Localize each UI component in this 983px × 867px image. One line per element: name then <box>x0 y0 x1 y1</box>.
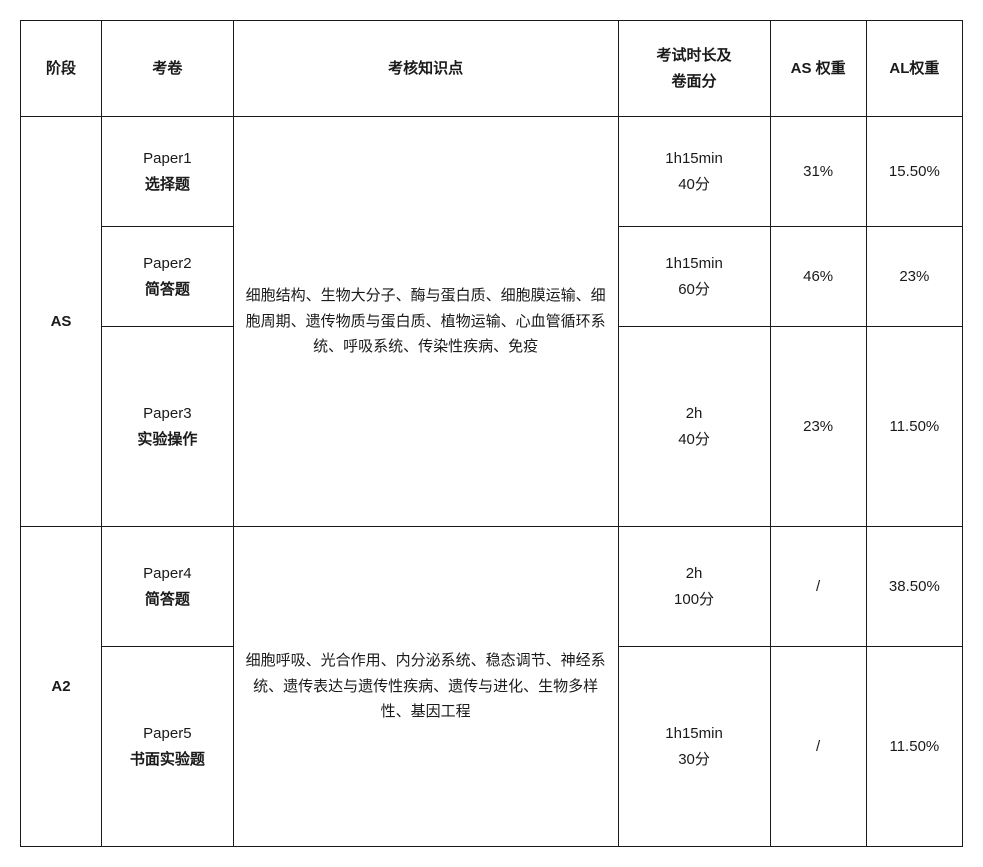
col-header-paper: 考卷 <box>102 21 234 117</box>
al-weight-cell: 15.50% <box>866 117 962 227</box>
duration-value: 1h15min <box>627 721 762 747</box>
topics-cell-a2: 细胞呼吸、光合作用、内分泌系统、稳态调节、神经系统、遗传表达与遗传性疾病、遗传与… <box>233 527 618 847</box>
as-weight-cell: 31% <box>770 117 866 227</box>
al-weight-cell: 38.50% <box>866 527 962 647</box>
time-cell: 1h15min 30分 <box>618 647 770 847</box>
col-header-as-weight: AS 权重 <box>770 21 866 117</box>
as-weight-cell: 46% <box>770 227 866 327</box>
paper-name: Paper4 <box>110 561 225 587</box>
col-header-stage: 阶段 <box>21 21 102 117</box>
paper-cell: Paper2 简答题 <box>102 227 234 327</box>
paper-type: 简答题 <box>110 277 225 303</box>
table-row: A2 Paper4 简答题 细胞呼吸、光合作用、内分泌系统、稳态调节、神经系统、… <box>21 527 963 647</box>
stage-cell-as: AS <box>21 117 102 527</box>
paper-cell: Paper1 选择题 <box>102 117 234 227</box>
exam-structure-table: 阶段 考卷 考核知识点 考试时长及 卷面分 AS 权重 AL权重 AS Pape… <box>20 20 963 847</box>
paper-type: 实验操作 <box>110 427 225 453</box>
paper-cell: Paper5 书面实验题 <box>102 647 234 847</box>
col-header-time-l2: 卷面分 <box>672 73 717 90</box>
time-cell: 1h15min 60分 <box>618 227 770 327</box>
col-header-topics: 考核知识点 <box>233 21 618 117</box>
paper-name: Paper3 <box>110 401 225 427</box>
duration-value: 1h15min <box>627 146 762 172</box>
paper-type: 简答题 <box>110 587 225 613</box>
table-row: AS Paper1 选择题 细胞结构、生物大分子、酶与蛋白质、细胞膜运输、细胞周… <box>21 117 963 227</box>
as-weight-cell: / <box>770 527 866 647</box>
table-header-row: 阶段 考卷 考核知识点 考试时长及 卷面分 AS 权重 AL权重 <box>21 21 963 117</box>
marks-value: 40分 <box>627 427 762 453</box>
paper-cell: Paper3 实验操作 <box>102 327 234 527</box>
marks-value: 40分 <box>627 172 762 198</box>
time-cell: 2h 40分 <box>618 327 770 527</box>
paper-name: Paper2 <box>110 251 225 277</box>
al-weight-cell: 11.50% <box>866 327 962 527</box>
marks-value: 60分 <box>627 277 762 303</box>
stage-cell-a2: A2 <box>21 527 102 847</box>
time-cell: 1h15min 40分 <box>618 117 770 227</box>
al-weight-cell: 23% <box>866 227 962 327</box>
col-header-time: 考试时长及 卷面分 <box>618 21 770 117</box>
paper-cell: Paper4 简答题 <box>102 527 234 647</box>
marks-value: 30分 <box>627 747 762 773</box>
paper-name: Paper1 <box>110 146 225 172</box>
col-header-al-weight: AL权重 <box>866 21 962 117</box>
duration-value: 2h <box>627 401 762 427</box>
as-weight-cell: 23% <box>770 327 866 527</box>
paper-type: 选择题 <box>110 172 225 198</box>
duration-value: 2h <box>627 561 762 587</box>
topics-cell-as: 细胞结构、生物大分子、酶与蛋白质、细胞膜运输、细胞周期、遗传物质与蛋白质、植物运… <box>233 117 618 527</box>
time-cell: 2h 100分 <box>618 527 770 647</box>
as-weight-cell: / <box>770 647 866 847</box>
col-header-time-l1: 考试时长及 <box>657 47 732 64</box>
marks-value: 100分 <box>627 587 762 613</box>
al-weight-cell: 11.50% <box>866 647 962 847</box>
paper-name: Paper5 <box>110 721 225 747</box>
paper-type: 书面实验题 <box>110 747 225 773</box>
duration-value: 1h15min <box>627 251 762 277</box>
